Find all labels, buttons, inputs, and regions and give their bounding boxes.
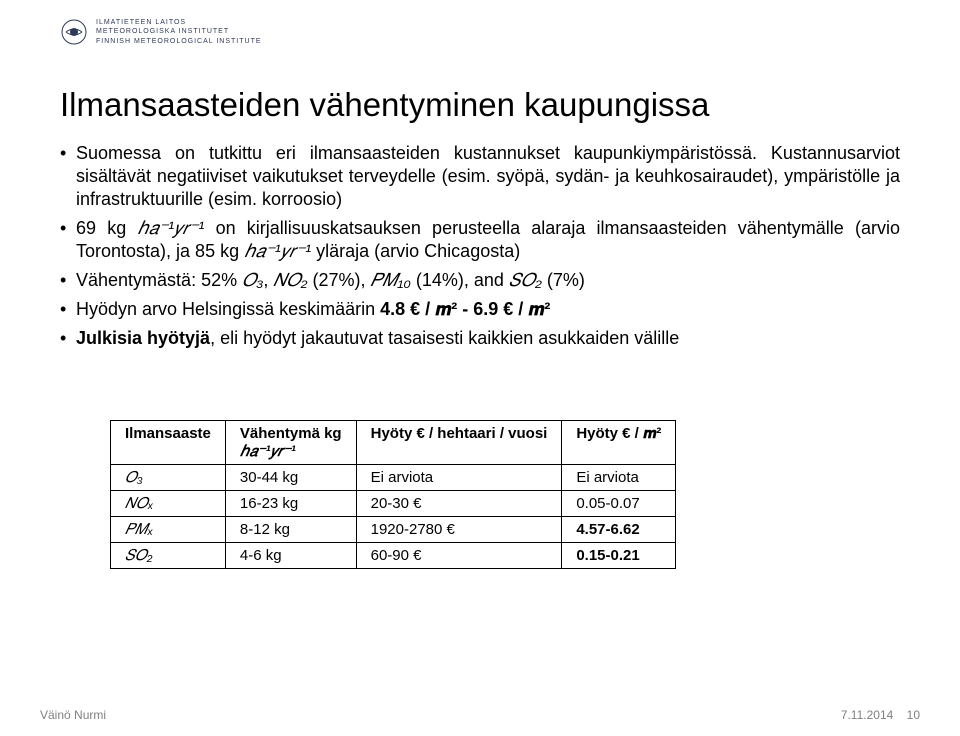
col-header-benefit-ha: Hyöty € / hehtaari / vuosi (356, 421, 562, 465)
col-header-pollutant: Ilmansaaste (111, 421, 226, 465)
col-header-benefit-m2: Hyöty € / 𝒎² (562, 421, 676, 465)
table-row: 𝑁𝑂ₓ 16-23 kg 20-30 € 0.05-0.07 (111, 491, 676, 517)
slide-title: Ilmansaasteiden vähentyminen kaupungissa (60, 86, 900, 124)
data-table-wrap: Ilmansaaste Vähentymä kgℎ𝑎⁻¹𝑦𝑟⁻¹ Hyöty €… (110, 420, 900, 569)
institute-logo: ILMATIETEEN LAITOS METEOROLOGISKA INSTIT… (60, 18, 262, 46)
table-row: 𝑂₃ 30-44 kg Ei arviota Ei arviota (111, 465, 676, 491)
cell: 60-90 € (356, 543, 562, 569)
logo-icon (60, 18, 88, 46)
cell: 16-23 kg (225, 491, 356, 517)
logo-line-3: FINNISH METEOROLOGICAL INSTITUTE (96, 37, 262, 46)
footer-right: 7.11.2014 10 (841, 708, 920, 722)
bullet-2: 69 kg ℎ𝑎⁻¹𝑦𝑟⁻¹ on kirjallisuuskatsauksen… (60, 217, 900, 263)
cell: 1920-2780 € (356, 517, 562, 543)
logo-text: ILMATIETEEN LAITOS METEOROLOGISKA INSTIT… (96, 18, 262, 45)
cell: 𝑂₃ (111, 465, 226, 491)
footer-author: Väinö Nurmi (40, 708, 106, 722)
logo-line-1: ILMATIETEEN LAITOS (96, 18, 262, 27)
table-row: 𝑆𝑂₂ 4-6 kg 60-90 € 0.15-0.21 (111, 543, 676, 569)
table-header-row: Ilmansaaste Vähentymä kgℎ𝑎⁻¹𝑦𝑟⁻¹ Hyöty €… (111, 421, 676, 465)
cell: 𝑃𝑀ₓ (111, 517, 226, 543)
pollution-table: Ilmansaaste Vähentymä kgℎ𝑎⁻¹𝑦𝑟⁻¹ Hyöty €… (110, 420, 676, 569)
cell: 𝑆𝑂₂ (111, 543, 226, 569)
cell: 4.57-6.62 (562, 517, 676, 543)
slide-footer: Väinö Nurmi 7.11.2014 10 (40, 708, 920, 722)
table-row: 𝑃𝑀ₓ 8-12 kg 1920-2780 € 4.57-6.62 (111, 517, 676, 543)
cell: 0.15-0.21 (562, 543, 676, 569)
bullet-3: Vähentymästä: 52% 𝑂₃, 𝑁𝑂₂ (27%), 𝑃𝑀₁₀ (1… (60, 269, 900, 292)
bullet-4: Hyödyn arvo Helsingissä keskimäärin 4.8 … (60, 298, 900, 321)
bullet-5: Julkisia hyötyjä, eli hyödyt jakautuvat … (60, 327, 900, 350)
cell: Ei arviota (562, 465, 676, 491)
cell: 20-30 € (356, 491, 562, 517)
cell: 0.05-0.07 (562, 491, 676, 517)
bullet-1: Suomessa on tutkittu eri ilmansaasteiden… (60, 142, 900, 211)
cell: 8-12 kg (225, 517, 356, 543)
cell: 30-44 kg (225, 465, 356, 491)
col-header-reduction: Vähentymä kgℎ𝑎⁻¹𝑦𝑟⁻¹ (225, 421, 356, 465)
cell: 𝑁𝑂ₓ (111, 491, 226, 517)
bullet-list: Suomessa on tutkittu eri ilmansaasteiden… (60, 142, 900, 350)
logo-line-2: METEOROLOGISKA INSTITUTET (96, 27, 262, 36)
cell: 4-6 kg (225, 543, 356, 569)
cell: Ei arviota (356, 465, 562, 491)
